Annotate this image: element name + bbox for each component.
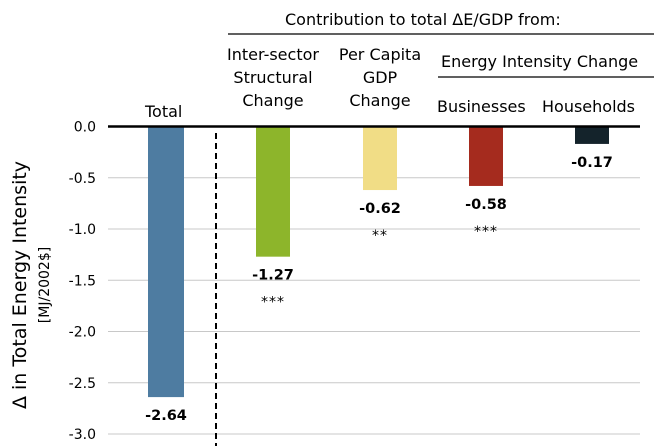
- y-tick-label: -3.0: [69, 427, 96, 443]
- category-label-inter-sector-line1: Inter-sector: [227, 45, 319, 64]
- value-label: -0.17: [571, 155, 613, 171]
- category-label-per-capita-gdp: Per Capita GDP Change: [330, 43, 430, 112]
- category-label-gdp-line1: Per Capita: [338, 45, 422, 64]
- category-label-inter-sector-line2: Structural: [233, 68, 313, 87]
- category-label-businesses: Businesses: [437, 97, 526, 116]
- y-tick-label: -1.5: [69, 273, 96, 289]
- category-label-inter-sector: Inter-sector Structural Change: [218, 43, 328, 112]
- header-energy-intensity-change: Energy Intensity Change: [441, 52, 639, 71]
- bar-3: [363, 126, 397, 191]
- y-tick-label: -1.0: [69, 222, 96, 238]
- category-label-gdp-line2: GDP: [362, 68, 398, 87]
- category-label-gdp-line3: Change: [349, 91, 411, 110]
- grid-lines: [108, 177, 640, 435]
- significance-label: **: [372, 228, 388, 244]
- bars: [148, 126, 609, 398]
- y-tick-labels: 0.0 -0.5 -1.0 -1.5 -2.0 -2.5 -3.0: [69, 120, 96, 444]
- category-label-inter-sector-line3: Change: [242, 91, 304, 110]
- category-label-total: Total: [145, 102, 183, 121]
- bar-4: [469, 126, 503, 186]
- value-label: -1.27: [252, 268, 294, 284]
- y-tick-label: -0.5: [69, 171, 96, 187]
- significance-label: ***: [261, 295, 285, 311]
- value-label: -2.64: [145, 408, 187, 424]
- value-labels: -2.64 -1.27 *** -0.62 ** -0.58 *** -0.17: [145, 155, 613, 424]
- significance-label: ***: [474, 224, 498, 240]
- value-label: -0.62: [359, 201, 401, 217]
- category-label-households: Households: [542, 97, 636, 116]
- y-axis-title: Δ in Total Energy Intensity: [9, 161, 31, 409]
- bar-1: [148, 126, 184, 398]
- bar-5: [575, 126, 609, 144]
- y-tick-label: 0.0: [74, 120, 96, 136]
- header-contribution: Contribution to total ΔE/GDP from:: [285, 10, 561, 29]
- bar-2: [256, 126, 290, 257]
- y-axis-unit: [MJ/2002$]: [37, 247, 53, 323]
- value-label: -0.58: [465, 197, 507, 213]
- y-tick-label: -2.5: [69, 376, 96, 392]
- y-tick-label: -2.0: [69, 325, 96, 341]
